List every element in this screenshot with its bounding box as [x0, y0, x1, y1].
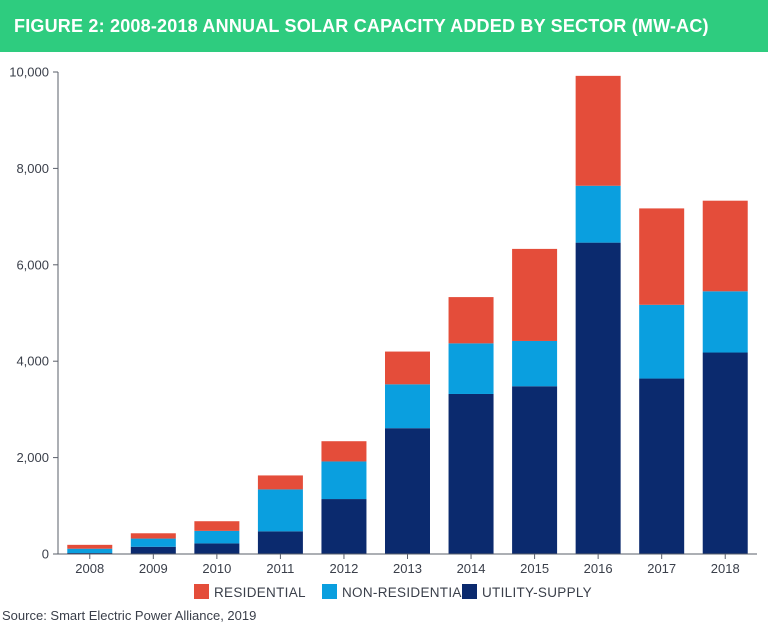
y-tick-label: 4,000 [16, 354, 49, 369]
bar-stacks [67, 75, 748, 555]
bar-segment-utility-supply [702, 352, 748, 554]
y-axis-ticks: 0 2,000 4,000 6,000 8,000 10,000 [9, 65, 58, 562]
legend-label: UTILITY-SUPPLY [482, 585, 592, 600]
x-tick-label: 2018 [711, 561, 740, 576]
bar-segment-utility-supply [575, 242, 621, 555]
bar-segment-residential [512, 248, 558, 341]
y-tick-label: 10,000 [9, 65, 49, 80]
y-tick-label: 6,000 [16, 257, 49, 272]
bar-segment-non-residential [575, 185, 621, 243]
bar-segment-utility-supply [448, 393, 494, 554]
x-tick-label: 2014 [457, 561, 486, 576]
bar-segment-non-residential [257, 489, 303, 532]
bar-segment-non-residential [702, 291, 748, 353]
bar-segment-utility-supply [194, 543, 240, 554]
bar-segment-residential [321, 441, 367, 462]
bar-segment-non-residential [512, 340, 558, 387]
legend-swatch [194, 584, 209, 599]
x-tick-label: 2010 [202, 561, 231, 576]
bar-segment-non-residential [67, 548, 113, 554]
bar-segment-residential [385, 351, 430, 385]
bar-segment-utility-supply [257, 531, 303, 554]
legend-label: NON-RESIDENTIAL [342, 585, 470, 600]
bar-segment-non-residential [194, 530, 240, 544]
x-tick-label: 2016 [584, 561, 613, 576]
figure-title-banner: FIGURE 2: 2008-2018 ANNUAL SOLAR CAPACIT… [0, 0, 768, 52]
bar-segment-residential [194, 521, 240, 531]
x-tick-label: 2017 [647, 561, 676, 576]
bar-segment-non-residential [448, 343, 494, 394]
x-tick-label: 2015 [520, 561, 549, 576]
legend-swatch [462, 584, 477, 599]
y-tick-label: 0 [42, 547, 49, 562]
x-tick-label: 2013 [393, 561, 422, 576]
bar-segment-residential [130, 533, 176, 539]
bar-segment-non-residential [130, 538, 176, 547]
bar-segment-utility-supply [130, 546, 176, 554]
x-tick-label: 2011 [266, 561, 294, 576]
x-tick-label: 2012 [329, 561, 358, 576]
bar-segment-utility-supply [639, 378, 685, 554]
bar-segment-non-residential [639, 304, 685, 379]
chart-legend: RESIDENTIAL NON-RESIDENTIAL UTILITY-SUPPLY [194, 584, 592, 600]
bar-segment-residential [575, 75, 621, 186]
x-axis-labels: 2008 2009 2010 2011 2012 2013 2014 2015 2016 2017… [75, 554, 740, 576]
bar-segment-utility-supply [512, 386, 558, 554]
y-tick-label: 8,000 [16, 161, 49, 176]
bar-segment-residential [702, 200, 748, 292]
source-note: Source: Smart Electric Power Alliance, 2… [2, 608, 257, 623]
y-tick-label: 2,000 [16, 450, 49, 465]
bar-segment-utility-supply [385, 428, 430, 554]
bar-segment-non-residential [385, 384, 430, 429]
x-tick-label: 2009 [139, 561, 168, 576]
bar-segment-residential [448, 297, 494, 344]
x-tick-label: 2008 [75, 561, 104, 576]
legend-swatch [322, 584, 337, 599]
bar-segment-residential [639, 208, 685, 305]
legend-label: RESIDENTIAL [214, 585, 306, 600]
bar-segment-residential [67, 544, 113, 549]
bar-segment-non-residential [321, 461, 367, 500]
bar-segment-residential [257, 475, 303, 490]
bar-segment-utility-supply [321, 499, 367, 554]
